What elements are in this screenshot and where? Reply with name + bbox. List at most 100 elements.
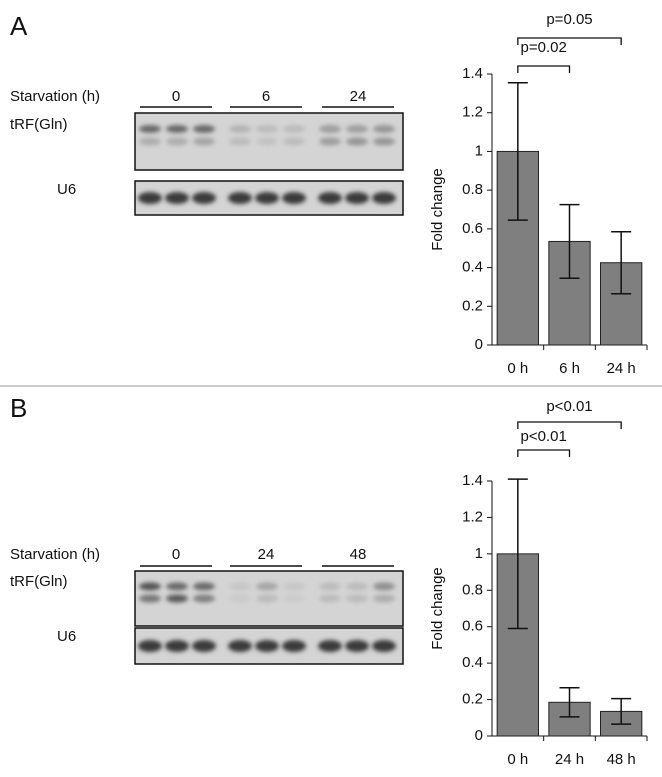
blot-band	[318, 640, 342, 652]
blot-band	[255, 640, 279, 652]
y-tick-label: 0.6	[462, 220, 483, 237]
blot-band	[373, 594, 395, 603]
error-bar	[559, 686, 580, 718]
blot-band	[139, 137, 161, 146]
blot-band	[346, 124, 368, 133]
significance-bracket	[517, 421, 622, 429]
blot-band	[138, 192, 162, 204]
y-tick-label: 0.6	[462, 618, 483, 635]
panel-letter: B	[10, 393, 27, 423]
significance-bracket	[517, 449, 571, 457]
x-tick-label: 24 h	[607, 360, 636, 377]
blot-band	[373, 582, 395, 591]
blot-band	[192, 640, 216, 652]
blot-band	[229, 594, 251, 603]
band-label: U6	[57, 181, 76, 198]
blot-band	[193, 582, 215, 591]
blot-band	[193, 594, 215, 603]
lane-group-label: 24	[350, 88, 367, 105]
lane-group-label: 6	[262, 88, 270, 105]
blot-band	[139, 594, 161, 603]
blot-band	[166, 124, 188, 133]
blot-band	[256, 594, 278, 603]
lane-group-label: 48	[350, 546, 367, 563]
error-bar	[507, 478, 528, 630]
blot-band	[319, 124, 341, 133]
blot-row-label: Starvation (h)	[10, 88, 100, 105]
blot-band	[346, 594, 368, 603]
y-tick-label: 1.2	[462, 104, 483, 121]
blot-band	[255, 192, 279, 204]
blot-band	[138, 640, 162, 652]
blot-band	[373, 124, 395, 133]
blot-band	[372, 192, 396, 204]
x-tick-label: 24 h	[555, 751, 584, 768]
blot-band	[256, 582, 278, 591]
band-label: U6	[57, 628, 76, 645]
error-bar	[559, 203, 580, 279]
y-tick-label: 1.4	[462, 65, 483, 82]
blot-band	[282, 640, 306, 652]
y-tick-label: 0.4	[462, 259, 483, 276]
blot-band	[139, 582, 161, 591]
blot-band	[139, 124, 161, 133]
blot-band	[346, 137, 368, 146]
x-tick-label: 0 h	[507, 360, 528, 377]
blot-band	[228, 640, 252, 652]
blot-band	[346, 582, 368, 591]
blot-band	[318, 192, 342, 204]
blot-band	[283, 137, 305, 146]
blot-band	[282, 192, 306, 204]
lane-group-label: 0	[172, 546, 180, 563]
blot-row-label: Starvation (h)	[10, 546, 100, 563]
x-tick-label: 6 h	[559, 360, 580, 377]
y-tick-label: 0.8	[462, 581, 483, 598]
y-tick-label: 1	[475, 142, 483, 159]
blot-band	[229, 124, 251, 133]
blot-band	[229, 582, 251, 591]
blot-band	[345, 640, 369, 652]
y-tick-label: 1	[475, 545, 483, 562]
blot-band	[283, 594, 305, 603]
blot-band	[166, 594, 188, 603]
blot-band	[319, 594, 341, 603]
blot-band	[228, 192, 252, 204]
significance-bracket	[517, 65, 571, 73]
error-bar	[611, 231, 632, 295]
blot-band	[319, 582, 341, 591]
x-tick-label: 0 h	[507, 751, 528, 768]
band-label: tRF(Gln)	[10, 116, 68, 133]
blot-band	[256, 137, 278, 146]
y-tick-label: 1.4	[462, 472, 483, 489]
lane-group-label: 24	[258, 546, 275, 563]
blot-band	[283, 124, 305, 133]
blot-band	[229, 137, 251, 146]
y-tick-label: 1.2	[462, 508, 483, 525]
y-tick-label: 0	[475, 336, 483, 353]
y-tick-label: 0.4	[462, 654, 483, 671]
blot-band	[319, 137, 341, 146]
panel-letter: A	[10, 11, 28, 41]
band-label: tRF(Gln)	[10, 573, 68, 590]
blot-band	[256, 124, 278, 133]
significance-label: p=0.02	[521, 39, 567, 56]
significance-label: p=0.05	[546, 11, 592, 28]
blot-band	[373, 137, 395, 146]
blot-band	[166, 582, 188, 591]
significance-label: p<0.01	[521, 428, 567, 445]
blot-band	[283, 582, 305, 591]
y-axis-label: Fold change	[429, 168, 446, 251]
significance-bracket	[517, 37, 622, 45]
lane-group-label: 0	[172, 88, 180, 105]
blot-band	[166, 137, 188, 146]
blot-band	[372, 640, 396, 652]
y-tick-label: 0.2	[462, 691, 483, 708]
y-tick-label: 0.2	[462, 297, 483, 314]
error-bar	[507, 81, 528, 221]
blot-band	[165, 192, 189, 204]
error-bar	[611, 697, 632, 725]
blot-band	[193, 124, 215, 133]
x-tick-label: 48 h	[607, 751, 636, 768]
blot-band	[165, 640, 189, 652]
